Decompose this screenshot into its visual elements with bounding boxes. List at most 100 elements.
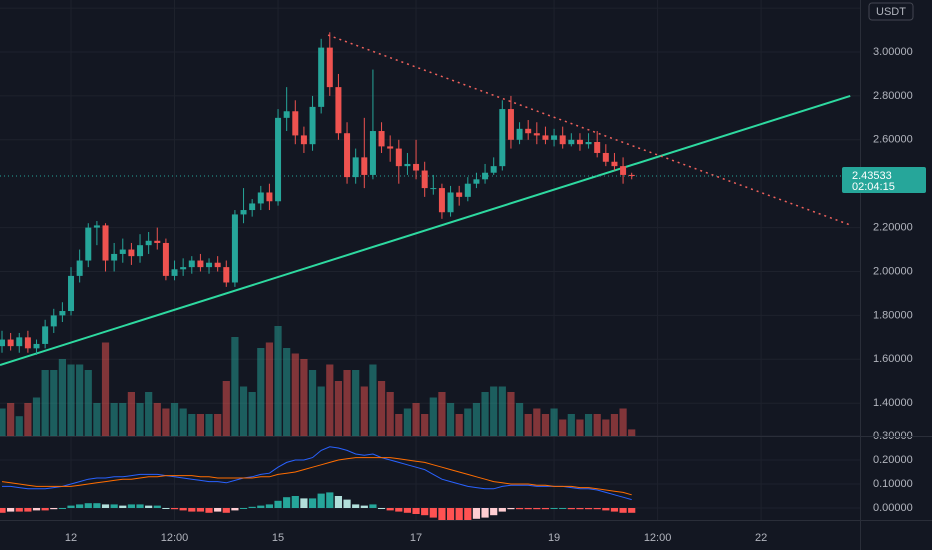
candle-body (119, 249, 126, 254)
candle-body (249, 203, 256, 211)
candle-body (464, 183, 471, 197)
macd-histogram-bar (153, 505, 161, 508)
volume-bar (576, 419, 584, 436)
candle-body (568, 139, 575, 145)
volume-bar (472, 403, 481, 436)
candle-body (162, 242, 169, 276)
macd-histogram-bar (291, 496, 299, 508)
y-tick-label: 3.00000 (873, 46, 913, 58)
volume-bar (550, 408, 558, 436)
volume-bar (0, 408, 6, 436)
macd-histogram-bar (119, 505, 127, 508)
volume-bar (136, 403, 144, 436)
volume-bar (32, 397, 41, 436)
macd-histogram-bar (386, 508, 394, 511)
macd-histogram-bar (50, 508, 58, 510)
candle-body (0, 339, 6, 347)
candle-body (438, 188, 445, 213)
volume-bar (153, 403, 161, 436)
macd-histogram-bar (403, 508, 412, 513)
candle-body (59, 311, 66, 316)
volume-bar (222, 381, 230, 436)
volume-bar (170, 403, 179, 436)
macd-histogram-bar (15, 508, 23, 512)
macd-histogram-bar (188, 508, 196, 512)
candle-body (76, 260, 83, 276)
volume-bar (360, 386, 368, 436)
candle-body (326, 47, 333, 88)
volume-bar (257, 348, 265, 436)
candle-body (430, 188, 437, 190)
volume-bar (593, 414, 601, 436)
candle-body (16, 337, 23, 347)
volume-bar (291, 353, 299, 436)
signal-line (1, 457, 632, 496)
y-tick-label: 1.60000 (873, 353, 913, 365)
candle-body (473, 179, 480, 184)
macd-histogram-bar (248, 506, 256, 508)
candle-body (145, 240, 152, 246)
volume-bar (455, 414, 463, 436)
macd-histogram-bar (196, 508, 205, 512)
candle-body (292, 111, 299, 136)
macd-histogram-bar (300, 498, 308, 508)
candle-body (551, 135, 558, 140)
candle-body (413, 163, 420, 171)
candle-body (369, 131, 376, 175)
x-tick-label: 19 (548, 532, 560, 544)
last-price-box (842, 166, 926, 193)
candle-body (620, 166, 627, 175)
candle-body (240, 210, 247, 215)
volume-bar (15, 416, 23, 436)
volume-bar (429, 397, 437, 436)
macd-histogram-bar (205, 508, 213, 513)
volume-bar (490, 386, 498, 436)
volume-bar (50, 370, 58, 436)
macd-histogram-bar (334, 496, 343, 508)
candle-body (111, 253, 118, 261)
volume-bar (248, 392, 256, 436)
y-tick-label: 0.00000 (873, 502, 913, 514)
trend-line (0, 94, 851, 366)
x-tick-label: 12:00 (644, 532, 672, 544)
volume-bar (326, 364, 334, 436)
candle-body (50, 315, 57, 327)
volume-bar (343, 370, 351, 436)
volume-bar (446, 403, 455, 436)
macd-histogram-bar (24, 508, 32, 512)
macd-histogram-bar (326, 492, 334, 508)
candle-body (611, 161, 618, 167)
macd-histogram-bar (84, 503, 92, 508)
volume-bar (214, 414, 222, 436)
candle-body (395, 148, 402, 167)
macd-histogram-bar (283, 497, 291, 508)
candle-body (223, 267, 230, 283)
volume-bar (610, 414, 619, 436)
candle-body (456, 192, 463, 197)
macd-histogram-bar (524, 508, 532, 510)
volume-bar (110, 403, 118, 436)
macd-histogram-bar (377, 508, 386, 509)
candle-body (33, 343, 40, 349)
x-tick-label: 17 (410, 532, 422, 544)
macd-histogram-bar (576, 508, 584, 510)
macd-histogram-bar (369, 504, 377, 508)
volume-bar (464, 408, 472, 436)
volume-bar (84, 370, 92, 436)
volume-bar (403, 408, 412, 436)
macd-histogram-bar (343, 499, 351, 508)
volume-bar (231, 337, 239, 436)
currency-box (868, 2, 914, 21)
candle-body (594, 141, 601, 153)
x-tick-label: 12 (65, 532, 77, 544)
volume-bar (515, 403, 524, 436)
volume-bar (369, 364, 377, 436)
candle-body (154, 240, 161, 243)
volume-bar (274, 326, 282, 436)
y-tick-label: 2.00000 (873, 265, 913, 277)
macd-histogram-bar (0, 508, 6, 513)
candle-body (102, 225, 109, 261)
volume-bar (308, 370, 317, 436)
macd-histogram-bar (265, 504, 274, 508)
volume-bar (352, 370, 360, 436)
